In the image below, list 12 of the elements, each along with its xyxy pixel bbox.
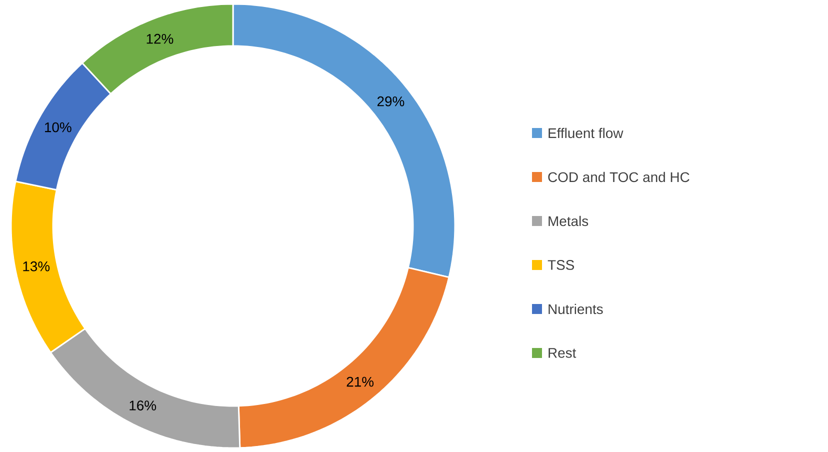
data-label: 16% bbox=[130, 400, 156, 410]
legend-label: TSS bbox=[548, 260, 574, 270]
legend-label: Nutrients bbox=[548, 304, 603, 314]
legend-label: COD and TOC and HC bbox=[548, 172, 690, 182]
legend-label: Metals bbox=[548, 216, 588, 226]
data-label: 29% bbox=[377, 96, 404, 106]
data-label: 21% bbox=[346, 376, 374, 387]
data-label: 10% bbox=[45, 122, 72, 132]
data-label: 12% bbox=[146, 34, 174, 44]
legend-label: Rest bbox=[548, 348, 576, 358]
legend-label: Effluent flow bbox=[548, 128, 624, 138]
data-label: 13% bbox=[23, 261, 50, 272]
